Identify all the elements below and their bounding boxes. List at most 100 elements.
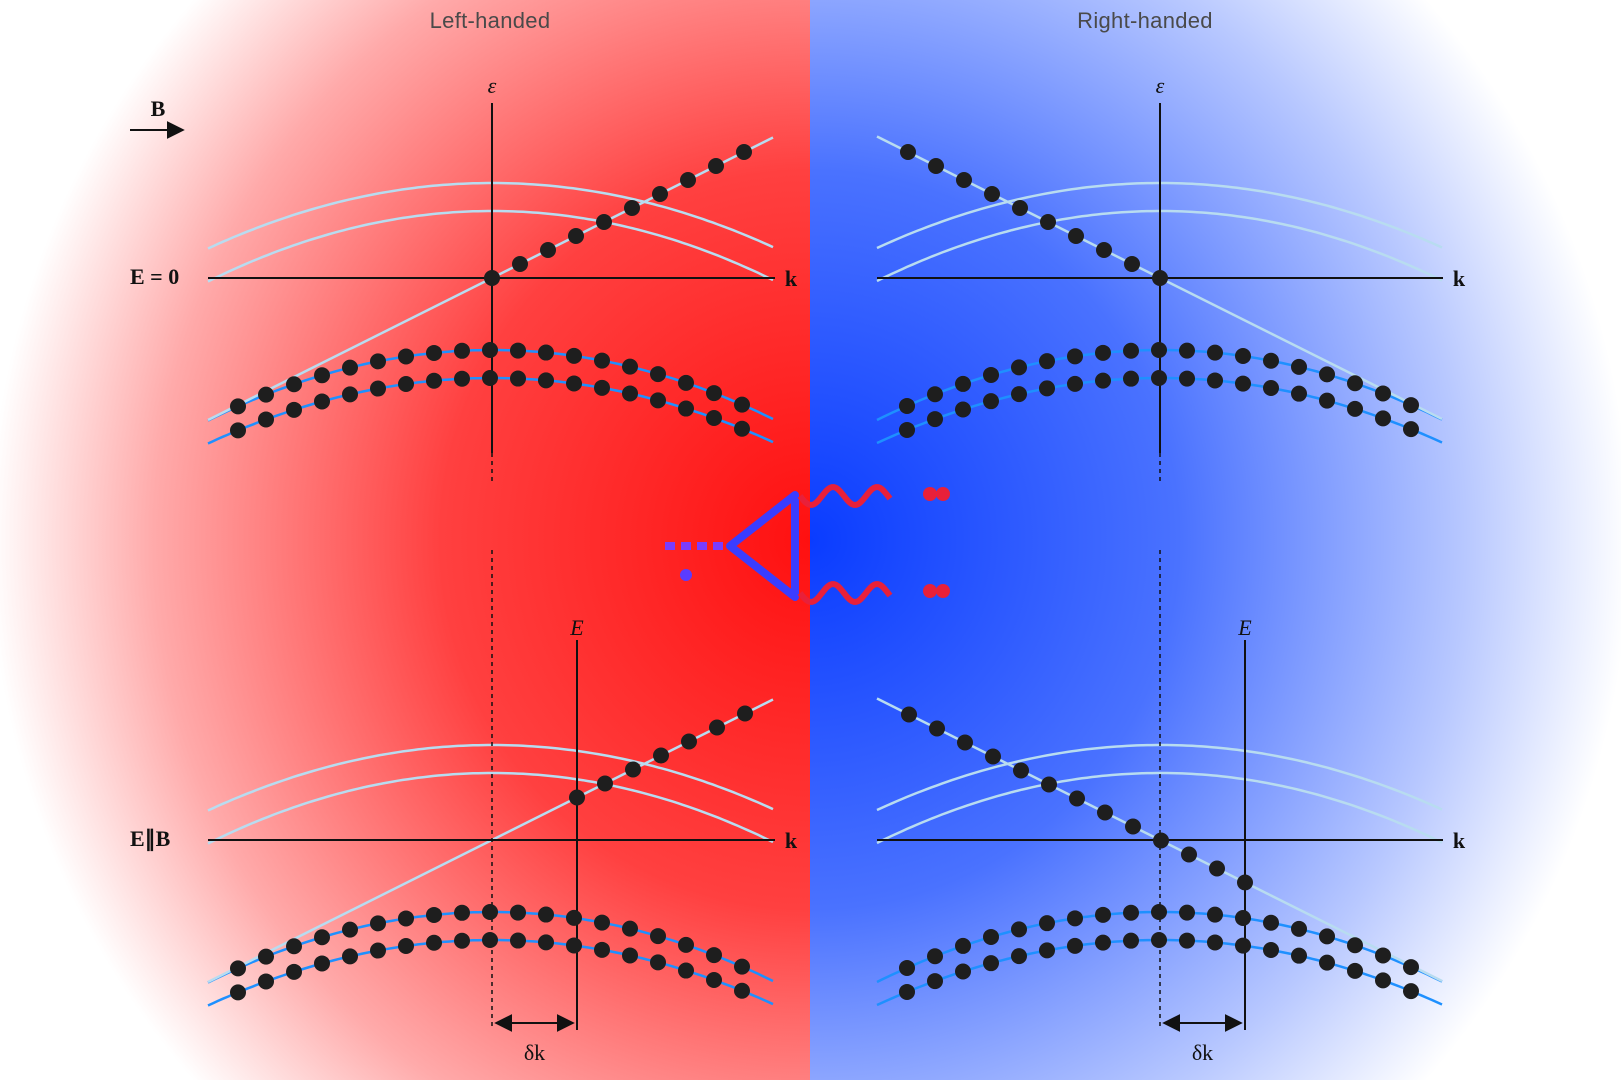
k-axis-label: k [785,828,798,853]
electron-dot-icon [482,342,498,359]
electron-dot-icon [370,353,386,370]
photon-tip-icon [936,584,950,598]
electron-dot-icon [258,411,274,428]
electron-dot-icon [342,948,358,965]
electron-dot-icon [1375,947,1391,964]
electron-dot-icon [957,734,973,751]
electron-dot-icon [1067,375,1083,392]
panel-right-bottom: k Eδk [876,550,1466,1065]
electron-dot-icon [1179,904,1195,921]
band-empty-1 [207,181,774,250]
electron-dot-icon [1235,375,1251,392]
electron-dot-icon [482,904,498,921]
band-empty-1 [207,743,774,812]
electron-dot-icon [1041,776,1057,793]
row-label-top: E = 0 [130,264,179,289]
photon-wavy-icon [797,581,893,605]
electron-dot-icon [1179,342,1195,359]
delta-k-label: δk [524,1040,545,1065]
electron-dot-icon [1291,385,1307,402]
electron-dot-icon [1263,941,1279,958]
electron-dot-icon [454,370,470,387]
electron-dot-icon [314,367,330,384]
e-axis-label: E [1237,615,1252,640]
panel-right-top: kε [876,73,1466,483]
electron-dot-icon [482,932,498,949]
electron-dot-icon [230,984,246,1001]
panel-title-left: Left-handed [429,8,551,33]
electron-dot-icon [1151,932,1167,949]
electron-dot-icon [650,366,666,383]
electron-dot-icon [984,186,1000,202]
panel-title-right: Right-handed [1077,8,1213,33]
electron-dot-icon [928,158,944,174]
electron-dot-icon [734,982,750,999]
electron-dot-icon [1151,342,1167,359]
electron-dot-icon [1235,937,1251,954]
photon-wavy-icon [797,484,893,508]
electron-dot-icon [286,376,302,393]
electron-dot-icon [625,761,641,778]
electron-dot-icon [1347,962,1363,979]
electron-dot-icon [1347,400,1363,417]
electron-dot-icon [1263,379,1279,396]
electron-dot-icon [650,392,666,409]
electron-dot-icon [1207,934,1223,951]
electron-dot-icon [927,948,943,965]
electron-dot-icon [1067,937,1083,954]
electron-dot-icon [1319,954,1335,971]
band-empty-2 [207,771,774,845]
electron-dot-icon [454,904,470,921]
electron-dot-icon [734,396,750,413]
electron-dot-icon [1097,804,1113,821]
electron-dot-icon [929,720,945,737]
electron-dot-icon [1095,906,1111,923]
electron-dot-icon [569,789,585,806]
electron-dot-icon [566,909,582,926]
electron-dot-icon [1319,366,1335,383]
electron-dot-icon [983,928,999,945]
electron-dot-icon [370,915,386,932]
electron-dot-icon [652,186,668,202]
electron-dot-icon [1069,790,1085,807]
electron-dot-icon [1125,818,1141,835]
electron-dot-icon [398,348,414,365]
electron-dot-icon [1291,947,1307,964]
electron-dot-icon [681,733,697,750]
electron-dot-icon [1011,359,1027,376]
electron-dot-icon [538,372,554,389]
electron-dot-icon [286,963,302,980]
eps-axis-label: ε [488,73,497,98]
electron-dot-icon [258,386,274,403]
electron-dot-icon [983,955,999,972]
electron-dot-icon [538,934,554,951]
electron-dot-icon [594,379,610,396]
electron-dot-icon [734,420,750,437]
electron-dot-icon [1123,342,1139,359]
electron-dot-icon [706,409,722,426]
electron-dot-icon [1068,228,1084,244]
electron-dot-icon [568,228,584,244]
electron-dot-icon [230,398,246,415]
electron-dot-icon [956,172,972,188]
electron-dot-icon [622,920,638,937]
electron-dot-icon [1067,348,1083,365]
electron-dot-icon [1403,959,1419,976]
electron-dot-icon [1039,380,1055,397]
electron-dot-icon [706,947,722,964]
electron-dot-icon [314,929,330,946]
electron-dot-icon [706,385,722,402]
electron-dot-icon [734,958,750,975]
electron-dot-icon [342,386,358,403]
electron-dot-icon [927,386,943,403]
electron-dot-icon [678,374,694,391]
electron-dot-icon [1151,904,1167,921]
electron-dot-icon [1095,372,1111,389]
electron-dot-icon [1040,214,1056,230]
electron-dot-icon [736,144,752,160]
electron-dot-icon [426,934,442,951]
electron-dot-icon [1039,915,1055,932]
electron-dot-icon [678,936,694,953]
electron-dot-icon [901,706,917,723]
